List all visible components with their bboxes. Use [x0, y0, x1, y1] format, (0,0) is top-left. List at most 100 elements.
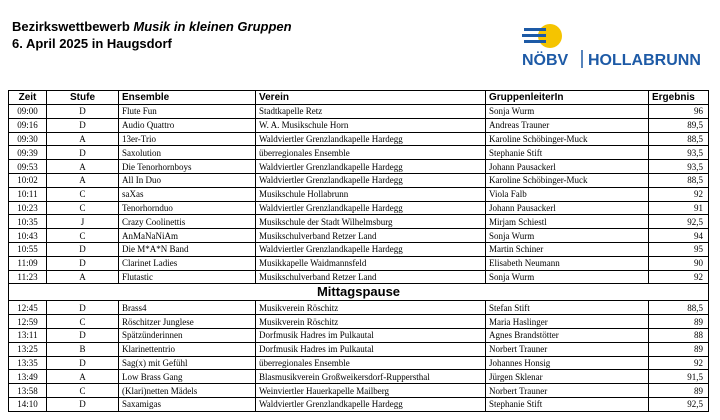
table-row: 09:30 A 13er-Trio Waldviertler Grenzlandkap… — [8, 131, 709, 147]
table-cell: 13:58 — [8, 383, 47, 398]
table-cell: A — [46, 369, 119, 385]
table-cell: A — [46, 269, 119, 285]
table-cell: B — [46, 341, 119, 357]
table-row: 12:45 D Brass4 Musikverein Röschitz Stefan S… — [8, 300, 709, 316]
table-cell: Die Tenorhornboys — [118, 159, 256, 174]
table-cell: Viola Falb — [485, 186, 649, 202]
table-cell: 88,5 — [648, 172, 709, 188]
table-cell: Sonja Wurm — [485, 269, 649, 285]
table-row: 09:53 A Die Tenorhornboys Waldviertler Gren… — [8, 159, 709, 174]
table-cell: Johann Pausackerl — [485, 159, 649, 174]
subtitle: 6. April 2025 in Haugsdorf — [12, 36, 172, 51]
table-cell: 93,5 — [648, 145, 709, 161]
table-cell: Norbert Trauner — [485, 383, 649, 398]
table-body: 09:00 D Flute Fun Stadtkapelle Retz Sonja Wu… — [8, 104, 709, 412]
table-cell: Martin Schiner — [485, 241, 649, 257]
table-row: 13:49 A Low Brass Gang Blasmusikverein Groß… — [8, 369, 709, 385]
table-cell: D — [46, 145, 119, 161]
table-cell: Johann Pausackerl — [485, 200, 649, 216]
table-cell: 10:35 — [8, 214, 47, 230]
table-cell: Norbert Trauner — [485, 341, 649, 357]
table-row: 13:25 B Klarinettentrio Dorfmusik Hadres im… — [8, 341, 709, 357]
table-cell: 09:16 — [8, 117, 47, 133]
table-row: 10:55 D Die M*A*N Band Waldviertler Grenzla… — [8, 241, 709, 257]
table-cell: Jürgen Sklenar — [485, 369, 649, 385]
header-row: Zeit Stufe Ensemble Verein GruppenleiterIn Er… — [8, 90, 709, 105]
schedule-table: Zeit Stufe Ensemble Verein GruppenleiterIn Er… — [8, 90, 709, 412]
table-row: 13:11 D Spätzünderinnen Dorfmusik Hadres im… — [8, 327, 709, 343]
table-cell: 93,5 — [648, 159, 709, 174]
header: Bezirkswettbewerb Musik in kleinen Grupp… — [12, 18, 292, 52]
table-cell: Stadtkapelle Retz — [255, 104, 486, 119]
table-cell: Clarinet Ladies — [118, 255, 256, 271]
table-cell: 89,5 — [648, 117, 709, 133]
table-cell: D — [46, 327, 119, 343]
table-row: 10:35 J Crazy Coolinettis Musikschule der S… — [8, 214, 709, 230]
table-cell: 89 — [648, 383, 709, 398]
table-cell: 89 — [648, 341, 709, 357]
table-cell: C — [46, 383, 119, 398]
table-cell: 13er-Trio — [118, 131, 256, 147]
table-cell: 13:35 — [8, 355, 47, 371]
table-cell: Blasmusikverein Großweikersdorf-Rupperst… — [255, 369, 486, 385]
table-cell: Brass4 — [118, 300, 256, 316]
table-cell: Stephanie Stift — [485, 145, 649, 161]
logo-stripe — [524, 28, 546, 31]
table-row: 11:23 A Flutastic Musikschulverband Retzer … — [8, 269, 709, 285]
table-cell: Flute Fun — [118, 104, 256, 119]
table-cell: 13:49 — [8, 369, 47, 385]
table-cell: 14:10 — [8, 396, 47, 412]
table-cell: (Klari)netten Mädels — [118, 383, 256, 398]
logo-stripe — [524, 40, 546, 43]
table-row: 09:39 D Saxolution überregionales Ensemble S… — [8, 145, 709, 161]
table-cell: Crazy Coolinettis — [118, 214, 256, 230]
table-cell: Waldviertler Grenzlandkapelle Hardegg — [255, 200, 486, 216]
table-row: 10:23 C Tenorhornduo Waldviertler Grenzland… — [8, 200, 709, 216]
table-cell: Maria Haslinger — [485, 314, 649, 329]
table-cell: Low Brass Gang — [118, 369, 256, 385]
table-cell: Sag(x) mit Gefühl — [118, 355, 256, 371]
table-row: 13:58 C (Klari)netten Mädels Weinviertler H… — [8, 383, 709, 398]
table-cell: Saxamigas — [118, 396, 256, 412]
table-cell: Dorfmusik Hadres im Pulkautal — [255, 327, 486, 343]
table-cell: D — [46, 396, 119, 412]
table-cell: Röschitzer Junglese — [118, 314, 256, 329]
title-line: Bezirkswettbewerb Musik in kleinen Grupp… — [12, 18, 292, 35]
table-cell: J — [46, 214, 119, 230]
table-cell: Waldviertler Grenzlandkapelle Hardegg — [255, 396, 486, 412]
table-cell: Elisabeth Neumann — [485, 255, 649, 271]
table-cell: W. A. Musikschule Horn — [255, 117, 486, 133]
table-cell: Johannes Honsig — [485, 355, 649, 371]
table-row: 10:43 C AnMaNaNiAm Musikschulverband Retzer… — [8, 228, 709, 243]
table-row: 12:59 C Röschitzer Junglese Musikverein Rös… — [8, 314, 709, 329]
column-header: Ensemble — [118, 90, 256, 105]
table-cell: Andreas Trauner — [485, 117, 649, 133]
table-cell: Musikschulverband Retzer Land — [255, 269, 486, 285]
table-cell: 94 — [648, 228, 709, 243]
table-cell: D — [46, 117, 119, 133]
table-cell: Stephanie Stift — [485, 396, 649, 412]
table-cell: 92 — [648, 186, 709, 202]
table-cell: D — [46, 241, 119, 257]
table-cell: Spätzünderinnen — [118, 327, 256, 343]
table-cell: 92,5 — [648, 396, 709, 412]
table-cell: 88 — [648, 327, 709, 343]
column-header: GruppenleiterIn — [485, 90, 649, 105]
table-cell: Musikkapelle Waidmannsfeld — [255, 255, 486, 271]
table-row: 10:02 A All In Duo Waldviertler Grenzlandka… — [8, 172, 709, 188]
table-cell: 90 — [648, 255, 709, 271]
table-cell: AnMaNaNiAm — [118, 228, 256, 243]
table-cell: Klarinettentrio — [118, 341, 256, 357]
table-cell: 09:30 — [8, 131, 47, 147]
table-cell: D — [46, 255, 119, 271]
table-cell: A — [46, 159, 119, 174]
table-cell: Sonja Wurm — [485, 228, 649, 243]
table-cell: Stefan Stift — [485, 300, 649, 316]
title: Bezirkswettbewerb — [12, 19, 130, 34]
table-cell: Waldviertler Grenzlandkapelle Hardegg — [255, 131, 486, 147]
table-cell: überregionales Ensemble — [255, 145, 486, 161]
table-cell: 91,5 — [648, 369, 709, 385]
logo: NÖBV HOLLABRUNN — [522, 24, 701, 69]
